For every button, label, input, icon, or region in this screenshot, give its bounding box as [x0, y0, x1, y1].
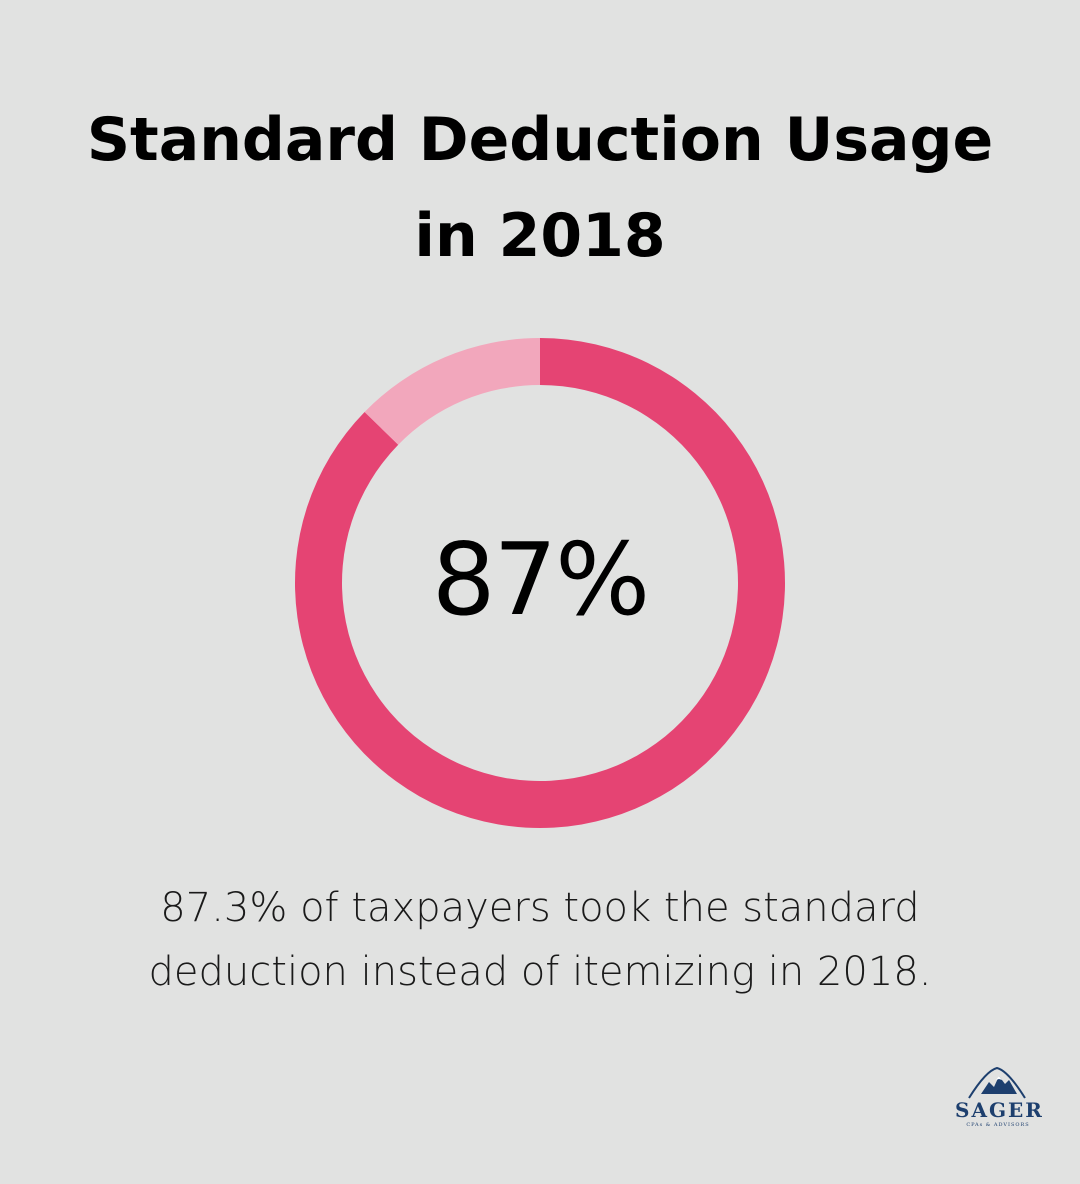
caption: 87.3% of taxpayers took the standard ded…: [80, 876, 1000, 1004]
logo-tagline: CPAs & ADVISORS: [966, 1122, 1030, 1128]
chart-title-line-1: Standard Deduction Usage: [86, 105, 994, 175]
logo-wordmark: SAGER: [955, 1098, 1044, 1122]
center-value-label: 87%: [431, 521, 650, 638]
mountain-icon: [968, 1066, 1026, 1099]
caption-line-2: deduction instead of itemizing in 2018.: [148, 949, 932, 995]
caption-line-1: 87.3% of taxpayers took the standard: [160, 885, 920, 931]
chart-title: Standard Deduction Usage in 2018: [0, 92, 1080, 284]
sager-logo: SAGER CPAs & ADVISORS: [955, 1064, 1045, 1134]
donut-slice-2: [364, 338, 540, 445]
chart-title-line-2: in 2018: [414, 201, 666, 271]
